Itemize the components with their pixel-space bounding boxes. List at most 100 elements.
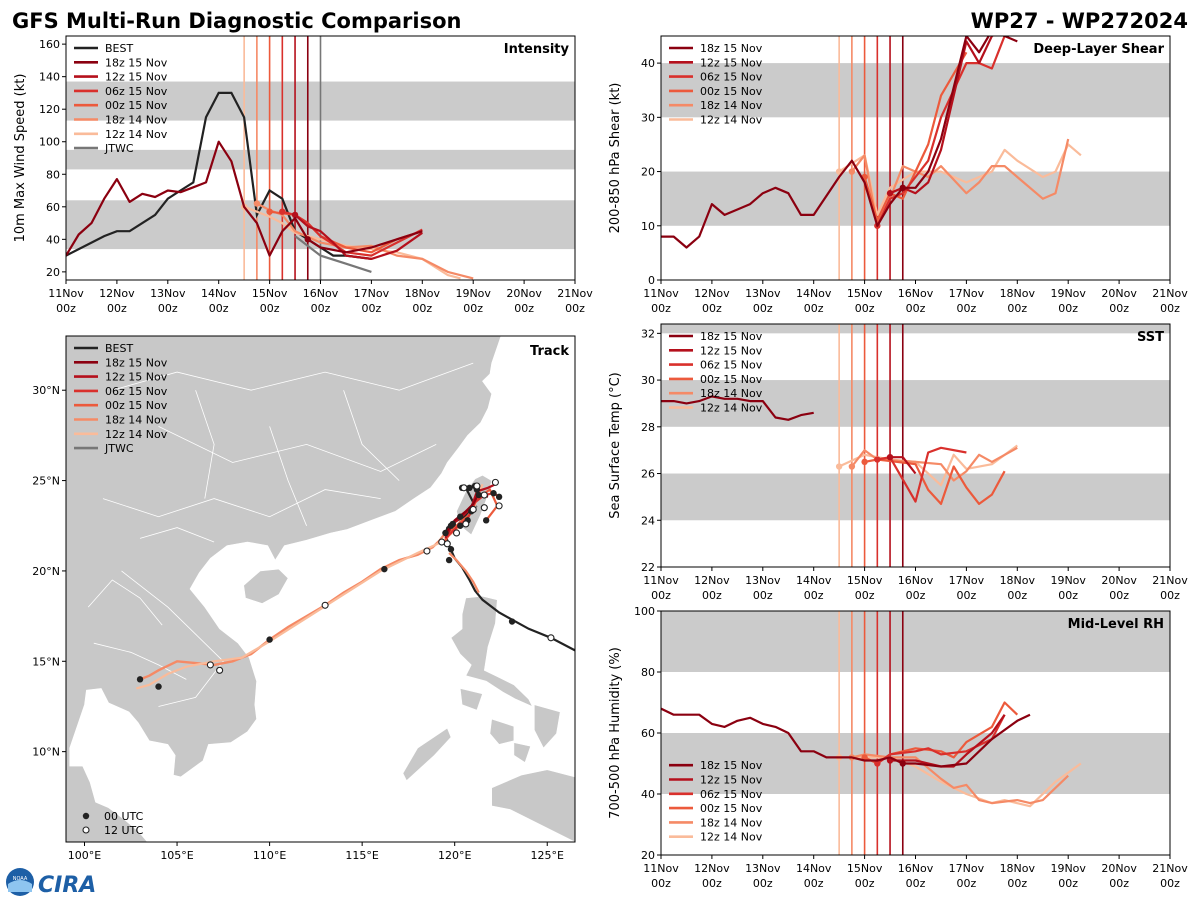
rh-legend-label: 18z 15 Nov — [700, 759, 763, 772]
sst-xtick-label: 15Nov — [847, 574, 883, 587]
track-point-12utc — [462, 520, 470, 528]
intensity-ytick-label: 160 — [39, 38, 60, 51]
legend-12utc-label: 12 UTC — [104, 824, 144, 837]
intensity-xtick-label: 00z — [56, 302, 76, 315]
track-point-12utc — [452, 529, 461, 537]
shear-legend-label: 00z 15 Nov — [700, 85, 763, 98]
sst-ytick-label: 22 — [641, 561, 655, 574]
track-lon-label: 100°E — [68, 849, 101, 862]
rh-xtick-label: 15Nov — [847, 862, 883, 875]
sst-xtick-label: 13Nov — [745, 574, 781, 587]
rh-xtick-label: 00z — [651, 877, 671, 890]
track-point-00utc — [155, 683, 162, 690]
shear-xtick-label: 00z — [1160, 302, 1180, 315]
intensity-init-point — [279, 208, 286, 215]
track-point-12utc — [491, 478, 499, 486]
shear-init-point — [886, 190, 894, 197]
track-point-00utc — [495, 493, 503, 501]
sst-xtick-label: 20Nov — [1101, 574, 1137, 587]
track-point-00utc — [475, 491, 482, 499]
shear-xtick-label: 14Nov — [796, 287, 832, 300]
shear-ytick-label: 30 — [641, 111, 655, 124]
shear-xtick-label: 00z — [1058, 302, 1078, 315]
intensity-ytick-label: 20 — [46, 266, 60, 279]
rh-init-point — [899, 760, 906, 767]
sst-band — [661, 324, 1170, 334]
sst-xtick-label: 16Nov — [898, 574, 934, 587]
shear-init-point — [848, 168, 856, 175]
rh-panel: 20 40 60 80 100 11Nov 00z 12Nov 00z 13Nov 00z 14Nov… — [608, 605, 1188, 890]
track-lat-label: 30°N — [32, 384, 60, 397]
sst-legend-label: 18z 15 Nov — [700, 330, 763, 343]
rh-legend-label: 00z 15 Nov — [700, 802, 763, 815]
cira-logo-text: CIRA — [38, 873, 96, 898]
intensity-xtick-label: 00z — [362, 302, 382, 315]
sst-init-point — [835, 463, 843, 470]
intensity-plot-area — [66, 36, 575, 280]
shear-band — [661, 63, 1170, 118]
boundary-line — [139, 527, 215, 543]
track-point-00utc — [266, 636, 273, 643]
philippine-island — [402, 727, 452, 782]
track-lon-label: 115°E — [345, 849, 378, 862]
shear-ytick-label: 20 — [641, 166, 655, 179]
track-point-12utc — [480, 504, 488, 512]
intensity-xtick-label: 21Nov — [557, 287, 593, 300]
sst-xtick-label: 00z — [906, 589, 926, 602]
track-lat-label: 20°N — [32, 565, 60, 578]
shear-xtick-label: 13Nov — [745, 287, 781, 300]
sst-ytick-label: 24 — [641, 514, 655, 527]
intensity-title: Intensity — [504, 42, 570, 57]
sst-title: SST — [1137, 330, 1164, 345]
track-legend-label: BEST — [105, 342, 133, 355]
rh-xtick-label: 00z — [1109, 877, 1129, 890]
rh-ytick-label: 40 — [641, 788, 655, 801]
intensity-xtick-label: 00z — [514, 302, 534, 315]
sst-legend-label: 00z 15 Nov — [700, 373, 763, 386]
track-point-12utc — [206, 661, 214, 669]
intensity-jtwc-track — [294, 235, 372, 273]
track-point-12utc — [460, 484, 468, 492]
shear-xtick-label: 00z — [1109, 302, 1129, 315]
track-point-12utc — [216, 666, 224, 674]
intensity-xtick-label: 17Nov — [354, 287, 390, 300]
intensity-init-point — [266, 208, 273, 215]
rh-xtick-label: 00z — [855, 877, 875, 890]
shear-band — [661, 171, 1170, 226]
track-map-area — [66, 336, 575, 842]
rh-series-line — [876, 714, 1006, 765]
boundary-line — [112, 362, 474, 391]
intensity-xtick-label: 00z — [260, 302, 280, 315]
track-point-00utc — [381, 565, 388, 573]
sst-legend-label: 18z 14 Nov — [700, 387, 763, 400]
mainland-landmass — [66, 336, 502, 842]
rh-xtick-label: 00z — [753, 877, 773, 890]
intensity-xtick-label: 00z — [209, 302, 229, 315]
sst-panel: 22 24 26 28 30 32 11Nov 00z 12Nov 00z 13Nov 00z 14No… — [608, 323, 1188, 602]
shear-xtick-label: 00z — [906, 302, 926, 315]
rh-xtick-label: 19Nov — [1050, 862, 1086, 875]
rh-ylabel: 700-500 hPa Humidity (%) — [608, 647, 623, 819]
intensity-xtick-label: 00z — [311, 302, 331, 315]
intensity-xtick-label: 00z — [565, 302, 585, 315]
luzon-island — [450, 595, 534, 708]
track-lon-label: 110°E — [253, 849, 286, 862]
shear-series-line — [889, 36, 995, 195]
track-point-12utc — [423, 547, 431, 555]
shear-xtick-label: 00z — [855, 302, 875, 315]
track-point-00utc — [457, 522, 464, 529]
rh-xtick-label: 00z — [1160, 877, 1180, 890]
sst-ylabel: Sea Surface Temp (°C) — [608, 372, 623, 519]
sst-series-line — [890, 456, 917, 475]
boundary-line — [102, 489, 381, 518]
rh-xtick-label: 18Nov — [1000, 862, 1036, 875]
shear-xtick-label: 17Nov — [949, 287, 985, 300]
boundary-line — [269, 426, 307, 526]
noaa-badge-text: NOAA — [13, 876, 28, 882]
rh-ytick-label: 60 — [641, 727, 655, 740]
philippine-island — [459, 688, 483, 711]
figure-title: GFS Multi-Run Diagnostic Comparison — [12, 9, 461, 33]
shear-ytick-label: 40 — [641, 57, 655, 70]
boundary-line — [121, 570, 224, 707]
rh-init-point — [874, 760, 881, 767]
